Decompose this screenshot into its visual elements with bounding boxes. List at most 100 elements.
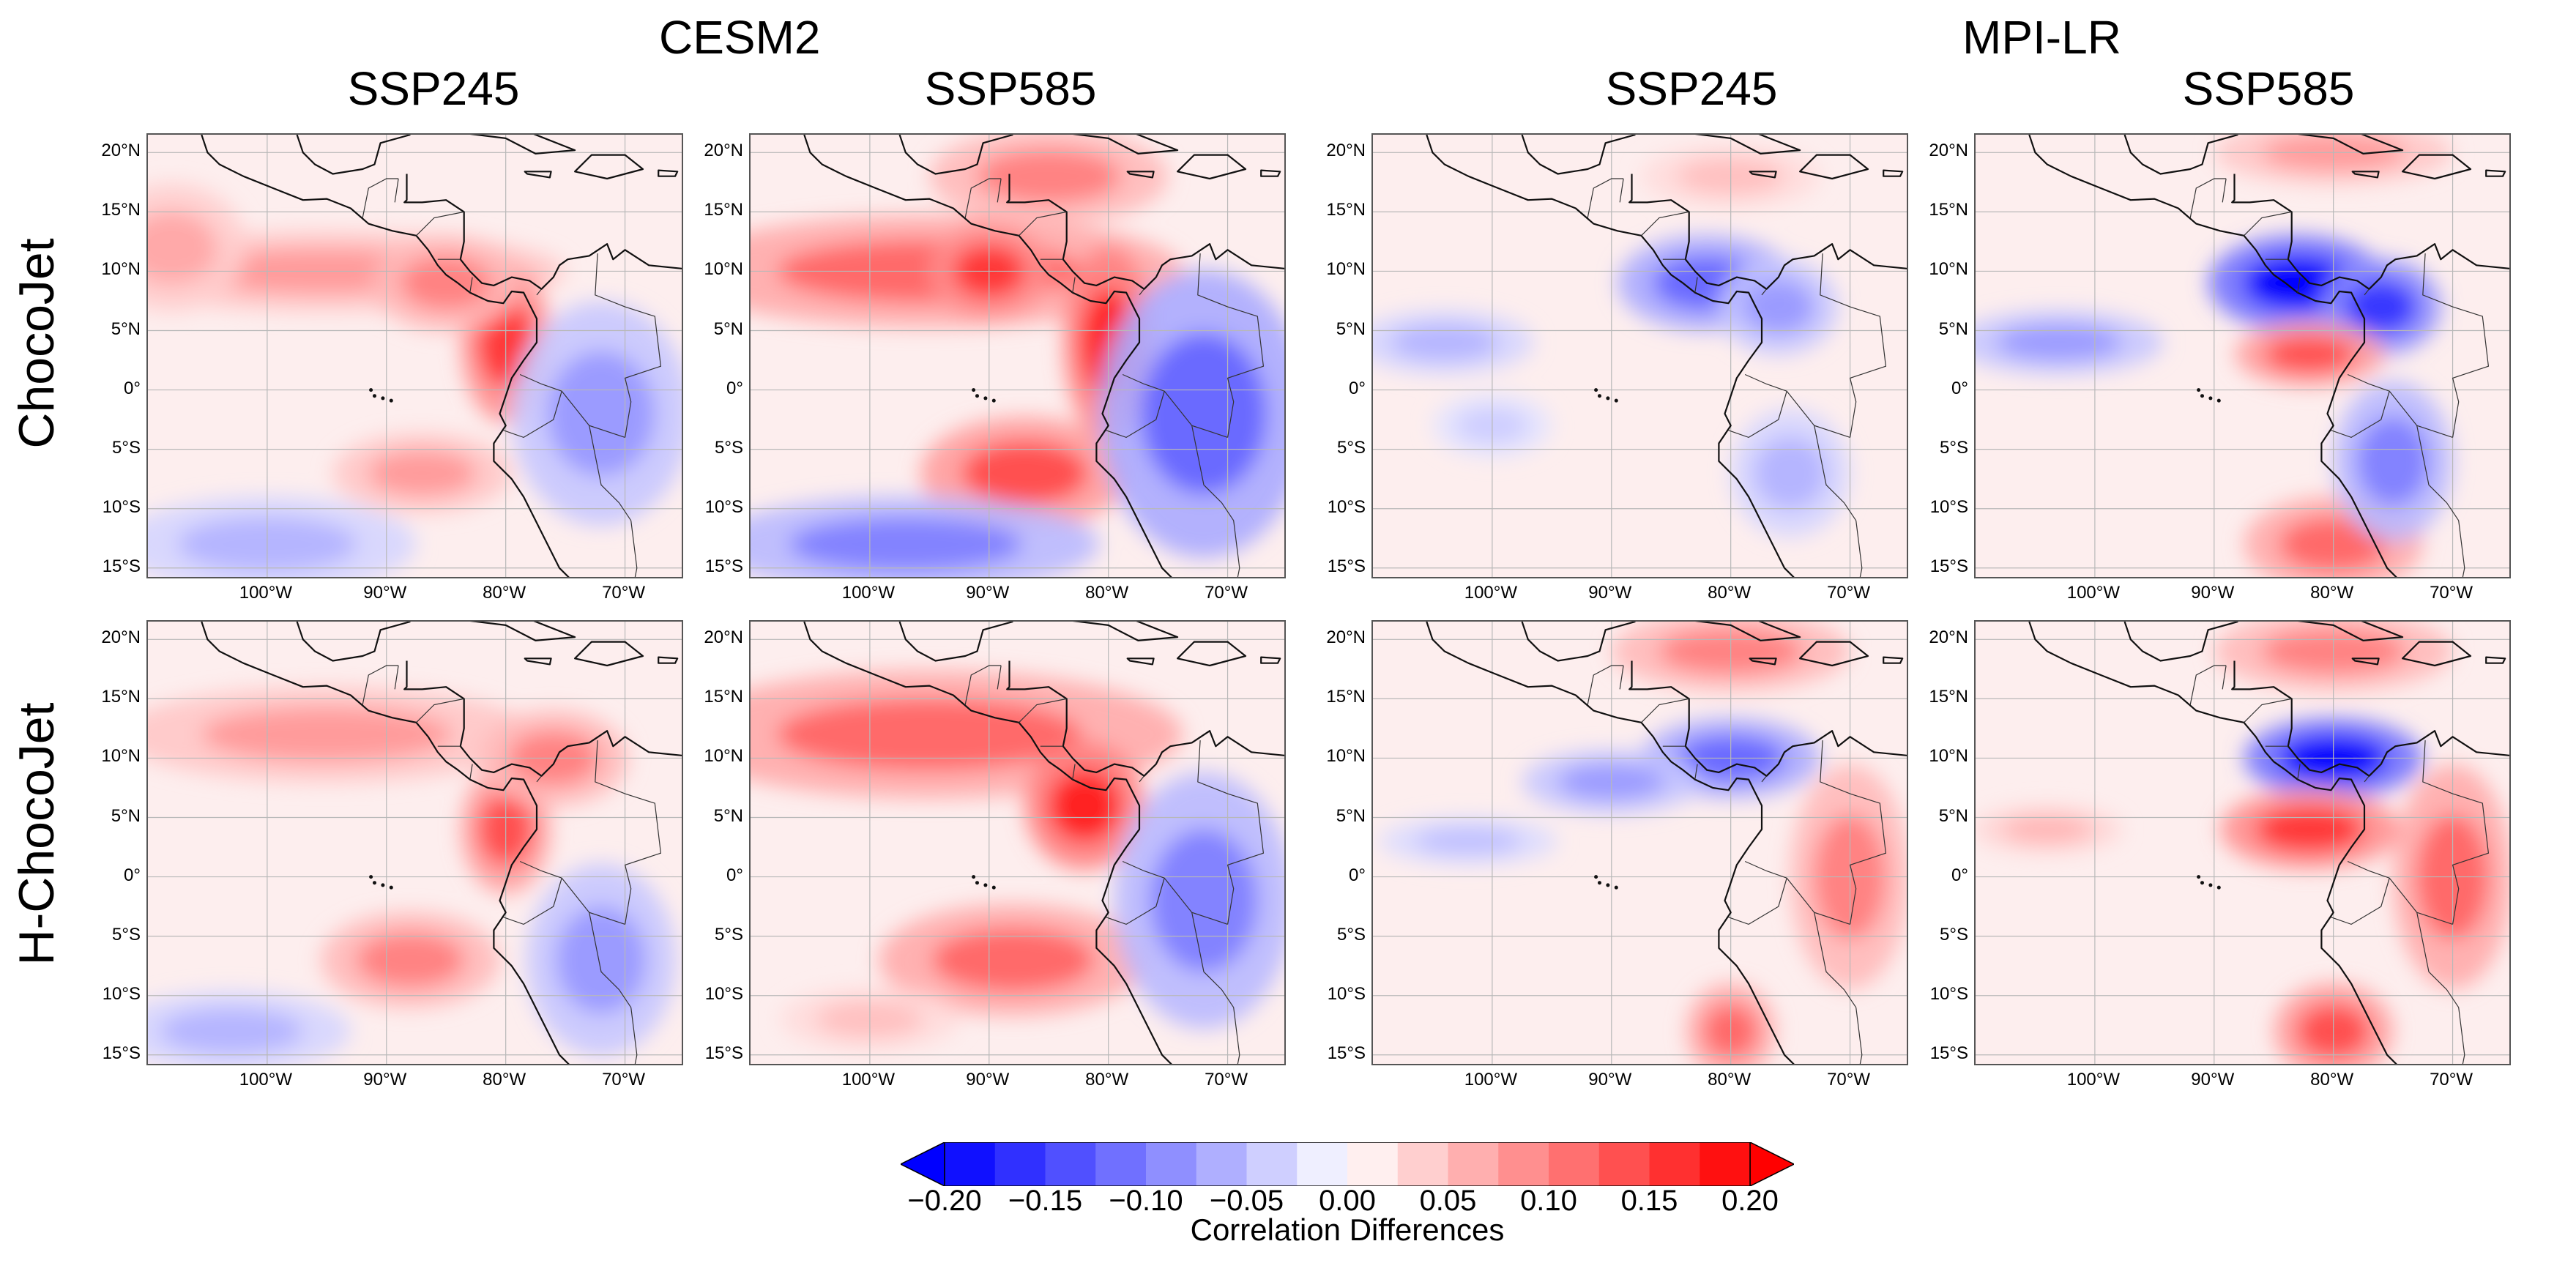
map-panel-chocojet-cesm2-ssp585 [749,133,1286,578]
galapagos-dot [369,388,373,392]
galapagos-dot [389,398,393,403]
map-svg [751,622,1284,1064]
galapagos-dot [372,881,376,885]
colorbar-bin [1549,1142,1600,1186]
colorbar-bin [1347,1142,1399,1186]
anomaly-core [1415,827,1522,855]
lat-tick-label: 20°N [1929,141,1968,161]
lon-tick-label: 100°W [2066,583,2121,603]
colorbar-bin [1448,1142,1499,1186]
country-border [1019,698,1067,723]
lat-tick-label: 10°S [1327,496,1366,517]
country-border [2244,211,2292,236]
lat-tick-label: 15°S [1327,556,1366,576]
coastlines [1426,622,1907,1064]
map-panel-h-chocojet-mpi-lr-ssp245 [1371,620,1908,1065]
galapagos-dot [369,875,373,879]
lat-tick-label: 15°N [1326,200,1366,220]
borders [2189,178,2490,577]
coastline [1521,622,1636,662]
coastline [803,135,1172,577]
lon-tick-label: 70°W [602,583,646,603]
anomaly-core [556,906,647,1014]
country-border [1197,253,1265,438]
lat-tick-label: 15°N [101,687,141,707]
galapagos-dot [975,394,979,398]
island [2402,641,2472,667]
country-border [2331,878,2390,925]
lon-tick-label: 80°W [2310,583,2354,603]
galapagos-dot [2197,388,2201,392]
island [2485,169,2506,177]
country-border [2458,1007,2465,1064]
anomaly-field [751,135,1284,577]
anomaly-core [160,1008,303,1054]
galapagos-dot [1614,398,1618,403]
country-border [2422,740,2490,925]
coastline [898,622,1013,662]
country-border [1761,775,1767,783]
country-border [1139,775,1144,783]
lat-tick-label: 20°N [704,141,743,161]
island [2351,657,2380,666]
lat-tick-label: 5°N [1336,318,1366,339]
island [1072,135,1179,154]
island [1072,622,1179,641]
island [1126,171,1155,179]
coastline [403,660,682,777]
galapagos-dot [2200,881,2204,885]
lat-tick-label: 15°N [1929,200,1968,220]
country-border [416,211,464,236]
row-label-h-chocojet: H-ChocoJet [9,702,64,966]
map-svg [148,622,682,1064]
lon-tick-label: 100°W [239,583,293,603]
country-border [1855,520,1863,577]
coastlines [2028,135,2509,577]
borders [964,665,1265,1064]
galapagos-dot [972,388,976,392]
lat-tick-label: 0° [726,378,743,398]
lat-tick-label: 20°N [101,141,141,161]
lon-tick-label: 100°W [2066,1070,2121,1089]
colorbar-tick-label: −0.05 [1209,1185,1284,1217]
lat-tick-label: 5°S [715,924,743,945]
coastline [1426,622,1795,1064]
anomaly-core [2255,807,2364,852]
colorbar-tick-label: 0.10 [1520,1185,1577,1217]
anomaly-core [777,698,1082,770]
lat-tick-label: 20°N [1929,627,1968,648]
lat-tick-label: 10°N [1929,746,1968,767]
lat-tick-label: 10°N [101,746,141,767]
lat-tick-label: 5°S [112,924,141,945]
country-border [1587,178,1624,218]
anomaly-core [1996,324,2122,361]
gridlines [751,135,1284,577]
country-border [536,288,542,296]
country-border [1855,1007,1863,1064]
galapagos-dot [1614,885,1618,890]
country-border [595,740,662,925]
borders [362,178,662,577]
map-panel-chocojet-mpi-lr-ssp585 [1974,133,2511,578]
country-border [1694,764,1698,780]
lon-tick-label: 80°W [1085,583,1129,603]
lon-tick-label: 80°W [1708,1070,1752,1089]
coastline [1628,174,1907,290]
coastline [2028,135,2397,577]
anomaly-core [2357,417,2429,506]
country-border [589,912,632,1008]
lat-tick-label: 15°N [101,200,141,220]
anomaly-core [962,442,1088,504]
lat-tick-label: 5°N [713,805,743,826]
island [1799,154,1869,180]
scenario-title-cesm2-ssp585: SSP585 [924,62,1097,115]
coastline [2231,174,2509,290]
galapagos-dot [972,875,976,879]
anomaly-core [789,517,1022,571]
colorbar-bin [945,1142,996,1186]
map-svg [751,135,1284,577]
lon-tick-label: 80°W [1085,1070,1129,1089]
lat-tick-label: 0° [1349,865,1366,885]
lat-tick-label: 15°N [1326,687,1366,707]
lon-tick-label: 80°W [483,1070,526,1089]
